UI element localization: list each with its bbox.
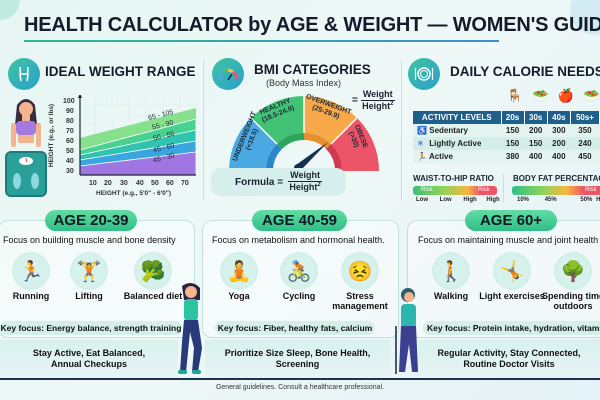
table-header: ACTIVITY LEVELS [413, 111, 502, 124]
x-tick: 30 [120, 180, 128, 187]
fruit-icon: 🍎 [557, 88, 575, 103]
stress-icon: 😣 [341, 252, 379, 290]
x-tick: 10 [89, 180, 97, 187]
weightlifting-icon: 🏋 [70, 252, 108, 290]
bmi-subtitle: (Body Mass Index) [266, 78, 342, 88]
yoga-icon: 🧘 [220, 252, 258, 290]
activity-yoga: 🧘 Yoga [208, 252, 270, 302]
x-axis-label: HEIGHT (e.g., 5'0" - 6'0") [96, 190, 171, 197]
weight-range-chart [78, 93, 197, 177]
key-focus-pill: Key focus: Protein intake, hydration, vi… [423, 321, 600, 335]
table-row: ♿ Sedentary 150 200 300 350 [413, 124, 600, 137]
age-focus-text: Focus on maintaining muscle and joint he… [418, 235, 599, 245]
waist-icon [8, 58, 40, 90]
gauge-icon [212, 58, 244, 90]
table-row: 🏃 Active 380 400 400 450 [413, 150, 600, 163]
footer-disclaimer: General guidelines. Consult a healthcare… [215, 384, 385, 391]
key-focus-pill: Key focus: Fiber, healthy fats, calcium [215, 321, 375, 335]
panel-divider [401, 60, 402, 200]
walking-woman-figure [172, 282, 212, 378]
waist-to-hip-bar: Risk Risk [413, 186, 497, 195]
age-focus-text: Focus on metabolism and hormonal health. [212, 235, 385, 245]
side-formula: = Weight Height2 [352, 89, 395, 111]
decorative-circle [0, 0, 20, 20]
light-exercise-icon: 🤸 [493, 252, 531, 290]
title-underline [24, 40, 499, 42]
x-tick: 50 [151, 180, 159, 187]
cycling-icon: 🚴 [280, 252, 318, 290]
y-tick: 80 [66, 118, 74, 125]
calorie-table: ACTIVITY LEVELS 20s 30s 40s 50s+ ♿ Seden… [413, 111, 600, 163]
activity-balanced-diet: 🥦 Balanced diet [118, 252, 188, 302]
salad-bowl-icon: 🥗 [532, 88, 550, 103]
y-tick: 100 [63, 98, 75, 105]
y-tick: 40 [66, 158, 74, 165]
recommendation-box: Prioritize Size Sleep, Bone Health, Scre… [205, 340, 390, 378]
stretching-icon: ✶ [417, 139, 424, 148]
bmi-formula-box: Formula = Weight Height2 [211, 168, 346, 196]
vegetables-icon: 🥦 [134, 252, 172, 290]
y-tick: 50 [66, 148, 74, 155]
table-header: 40s [547, 111, 571, 124]
sitting-person-icon: 🪑 [506, 88, 524, 103]
activity-outdoors: 🌳 Spending time outdoors [542, 252, 600, 312]
calorie-section-title: DAILY CALORIE NEEDS [450, 64, 600, 79]
activity-stress-management: 😣 Stress management [328, 252, 392, 312]
x-tick: 40 [136, 180, 144, 187]
y-tick: 90 [66, 108, 74, 115]
page-title: HEALTH CALCULATOR by AGE & WEIGHT — WOME… [24, 14, 600, 36]
waist-to-hip-ticks: Low Low High High [416, 197, 500, 203]
bmi-gauge [229, 93, 379, 172]
running-woman-icon: 🏃 [12, 252, 50, 290]
recommendation-box: Stay Active, Eat Balanced, Annual Checku… [0, 340, 178, 378]
body-fat-ticks: 10% 45% 50% High [517, 197, 600, 203]
bottom-divider [0, 378, 600, 380]
panel-divider [203, 60, 204, 200]
age-pill: AGE 40-59 [252, 210, 347, 231]
x-tick: 60 [166, 180, 174, 187]
body-fat-title: BODY FAT PERCENTAGE [513, 174, 600, 183]
sitting-icon: ♿ [417, 126, 427, 135]
elderly-woman-figure [392, 286, 428, 378]
trees-icon: 🌳 [554, 252, 592, 290]
y-tick: 30 [66, 168, 74, 175]
running-icon: 🏃 [417, 152, 427, 161]
age-focus-text: Focus on building muscle and bone densit… [3, 235, 176, 245]
y-tick: 70 [66, 128, 74, 135]
table-header: 30s [524, 111, 548, 124]
key-focus-pill: Key focus: Energy balance, strength trai… [0, 321, 182, 335]
activity-walking: 🚶 Walking [420, 252, 482, 302]
salad-bowl-icon: 🥗 [583, 88, 600, 103]
age-pill: AGE 60+ [465, 210, 557, 231]
plate-icon [408, 58, 440, 90]
activity-light-exercises: 🤸 Light exercises [477, 252, 547, 302]
activity-lifting: 🏋 Lifting [58, 252, 120, 302]
table-header: 20s [501, 111, 525, 124]
age-pill: AGE 20-39 [45, 210, 137, 231]
table-header: 50s+ [570, 111, 600, 124]
y-tick: 60 [66, 138, 74, 145]
body-fat-bar: Risk [512, 186, 600, 195]
x-tick: 70 [181, 180, 189, 187]
weight-section-title: IDEAL WEIGHT RANGE [45, 64, 196, 79]
activity-running: 🏃 Running [0, 252, 62, 302]
activity-cycling: 🚴 Cycling [268, 252, 330, 302]
panel-divider [503, 174, 504, 202]
y-axis-label: HEIGHT (e.g., or lbs) [48, 103, 56, 168]
recommendation-box: Regular Activity, Stay Connected, Routin… [418, 340, 600, 378]
waist-to-hip-title: WAIST-TO-HIP RATIO [413, 174, 494, 183]
bmi-section-title: BMI CATEGORIES [254, 62, 371, 77]
x-tick: 20 [104, 180, 112, 187]
table-row: ✶ Lightly Active 150 150 200 240 [413, 137, 600, 150]
walking-icon: 🚶 [432, 252, 470, 290]
woman-on-scale-icon [5, 95, 47, 197]
